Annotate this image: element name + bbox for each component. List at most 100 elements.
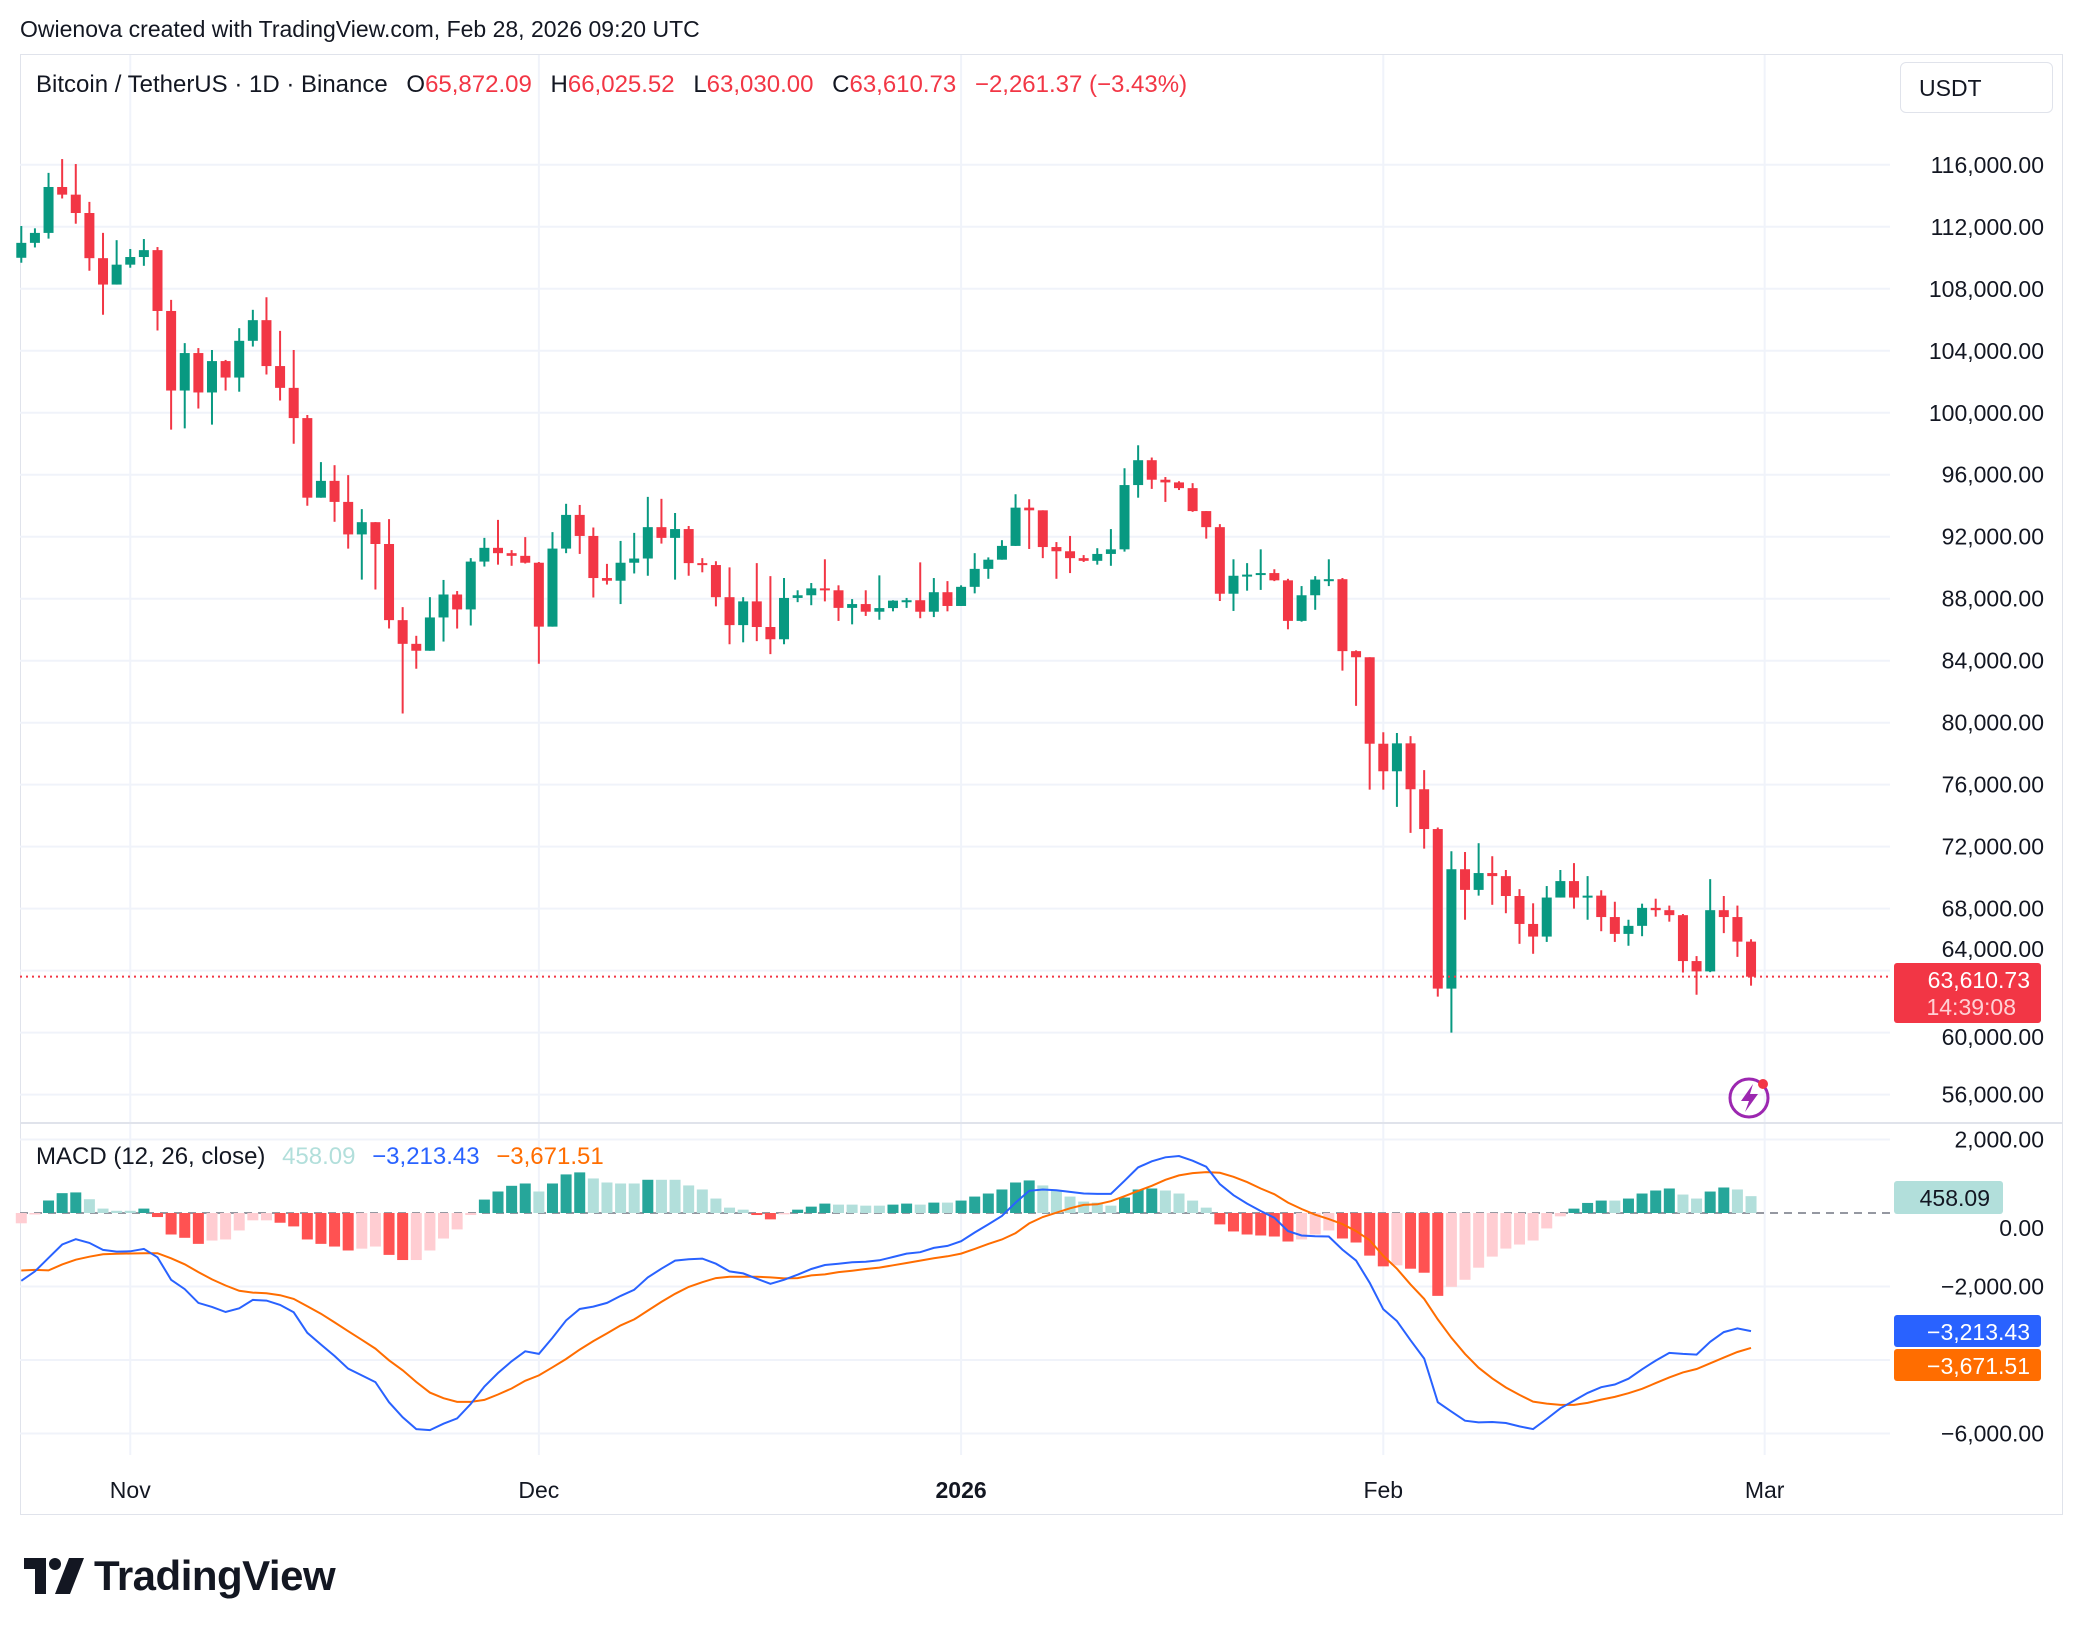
candle[interactable] bbox=[574, 504, 585, 554]
candle[interactable] bbox=[1146, 457, 1157, 489]
candle[interactable] bbox=[615, 540, 626, 605]
candle[interactable] bbox=[860, 590, 871, 616]
candle[interactable] bbox=[29, 228, 40, 248]
candle[interactable] bbox=[983, 557, 994, 579]
candle[interactable] bbox=[315, 462, 326, 498]
candle[interactable] bbox=[1691, 956, 1702, 995]
candle[interactable] bbox=[1555, 869, 1566, 898]
candle[interactable] bbox=[98, 232, 109, 315]
candle[interactable] bbox=[506, 550, 517, 566]
candle[interactable] bbox=[1133, 445, 1144, 498]
candle[interactable] bbox=[1582, 876, 1593, 920]
candle[interactable] bbox=[206, 349, 217, 425]
candle[interactable] bbox=[1323, 559, 1334, 587]
candle[interactable] bbox=[111, 240, 122, 285]
candle[interactable] bbox=[1718, 896, 1729, 934]
candle[interactable] bbox=[561, 503, 572, 554]
candle[interactable] bbox=[1391, 733, 1402, 807]
candle[interactable] bbox=[642, 496, 653, 576]
candle[interactable] bbox=[465, 558, 476, 626]
candle[interactable] bbox=[779, 578, 790, 645]
symbol-name[interactable]: Bitcoin / TetherUS · 1D · Binance bbox=[36, 71, 388, 98]
candle[interactable] bbox=[1255, 549, 1266, 590]
candle[interactable] bbox=[1310, 576, 1321, 610]
candle[interactable] bbox=[819, 559, 830, 602]
candle[interactable] bbox=[996, 540, 1007, 560]
candle[interactable] bbox=[1732, 905, 1743, 957]
candle[interactable] bbox=[1650, 898, 1661, 917]
candle[interactable] bbox=[1446, 851, 1457, 1033]
candle[interactable] bbox=[84, 201, 95, 271]
candle[interactable] bbox=[1214, 524, 1225, 601]
candle[interactable] bbox=[656, 498, 667, 544]
candle[interactable] bbox=[70, 164, 81, 224]
candle[interactable] bbox=[1242, 563, 1253, 591]
candle[interactable] bbox=[370, 522, 381, 590]
candle[interactable] bbox=[179, 343, 190, 429]
candle[interactable] bbox=[533, 561, 544, 664]
symbol-legend[interactable]: Bitcoin / TetherUS · 1D · Binance O65,87… bbox=[36, 71, 1187, 99]
candle[interactable] bbox=[969, 553, 980, 594]
candle[interactable] bbox=[738, 597, 749, 643]
candle[interactable] bbox=[1405, 736, 1416, 833]
candle[interactable] bbox=[1705, 879, 1716, 973]
candle[interactable] bbox=[1473, 843, 1484, 896]
candle[interactable] bbox=[942, 581, 953, 612]
candle[interactable] bbox=[956, 585, 967, 606]
candle[interactable] bbox=[629, 532, 640, 574]
candle[interactable] bbox=[138, 239, 149, 266]
candle[interactable] bbox=[1637, 903, 1648, 937]
candle[interactable] bbox=[1364, 657, 1375, 790]
candle[interactable] bbox=[1487, 856, 1498, 905]
candle[interactable] bbox=[356, 509, 367, 580]
candle[interactable] bbox=[1105, 529, 1116, 566]
candle[interactable] bbox=[1174, 481, 1184, 491]
candle[interactable] bbox=[234, 328, 245, 392]
candle[interactable] bbox=[928, 578, 939, 618]
candle[interactable] bbox=[329, 465, 340, 522]
candle[interactable] bbox=[887, 600, 898, 612]
candle[interactable] bbox=[1746, 939, 1757, 986]
candle[interactable] bbox=[247, 309, 258, 347]
candle[interactable] bbox=[874, 575, 885, 620]
candle[interactable] bbox=[547, 532, 558, 627]
candle[interactable] bbox=[1664, 905, 1675, 922]
candle[interactable] bbox=[520, 537, 531, 564]
candle[interactable] bbox=[915, 562, 926, 619]
candle[interactable] bbox=[16, 226, 27, 263]
candle[interactable] bbox=[166, 299, 177, 430]
candle[interactable] bbox=[1037, 510, 1048, 559]
candle[interactable] bbox=[1119, 468, 1130, 552]
candle[interactable] bbox=[1092, 548, 1103, 565]
currency-button[interactable]: USDT bbox=[1900, 62, 2053, 113]
candle[interactable] bbox=[288, 349, 299, 444]
macd-title[interactable]: MACD (12, 26, close) bbox=[36, 1143, 266, 1170]
candle[interactable] bbox=[710, 561, 721, 607]
candle[interactable] bbox=[792, 590, 803, 603]
candle[interactable] bbox=[847, 599, 858, 625]
candle[interactable] bbox=[1419, 770, 1430, 849]
candle[interactable] bbox=[901, 597, 912, 608]
candle[interactable] bbox=[1677, 914, 1688, 973]
candle[interactable] bbox=[751, 563, 762, 642]
candle[interactable] bbox=[1078, 555, 1089, 562]
candle[interactable] bbox=[1514, 889, 1525, 944]
candle[interactable] bbox=[724, 567, 735, 645]
candle[interactable] bbox=[411, 635, 422, 669]
candle[interactable] bbox=[1187, 483, 1198, 512]
candle[interactable] bbox=[1296, 586, 1307, 622]
candle[interactable] bbox=[1337, 578, 1348, 671]
candle[interactable] bbox=[275, 330, 286, 401]
candle[interactable] bbox=[1160, 477, 1171, 502]
macd-legend[interactable]: MACD (12, 26, close) 458.09 −3,213.43 −3… bbox=[36, 1143, 604, 1171]
candle[interactable] bbox=[1500, 869, 1511, 914]
candle[interactable] bbox=[384, 519, 395, 629]
candle[interactable] bbox=[1201, 511, 1212, 539]
candle[interactable] bbox=[220, 359, 231, 391]
candle[interactable] bbox=[43, 172, 54, 239]
candle[interactable] bbox=[424, 597, 435, 651]
candle[interactable] bbox=[193, 348, 204, 409]
candle[interactable] bbox=[493, 519, 503, 565]
candle[interactable] bbox=[1282, 578, 1293, 630]
